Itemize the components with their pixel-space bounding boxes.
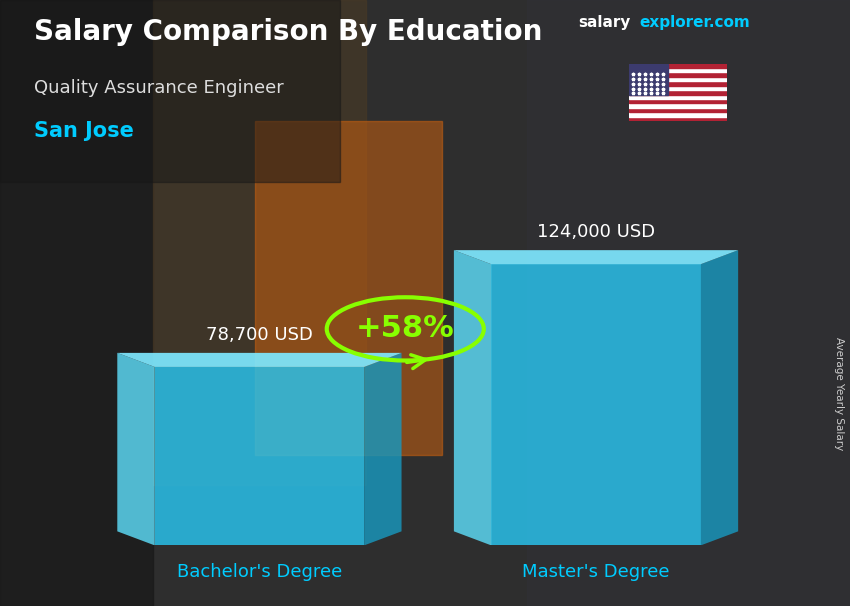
Text: 78,700 USD: 78,700 USD: [206, 326, 313, 344]
Polygon shape: [155, 367, 364, 545]
Text: Quality Assurance Engineer: Quality Assurance Engineer: [34, 79, 284, 97]
Text: Master's Degree: Master's Degree: [522, 563, 670, 581]
Bar: [527, 0, 850, 606]
Text: Average Yearly Salary: Average Yearly Salary: [834, 338, 844, 450]
Polygon shape: [700, 250, 738, 545]
Text: 124,000 USD: 124,000 USD: [537, 224, 655, 241]
Bar: [629, 117, 727, 121]
Polygon shape: [117, 353, 155, 545]
Text: San Jose: San Jose: [34, 121, 133, 141]
Bar: [0, 0, 340, 182]
Bar: [629, 81, 727, 86]
Bar: [629, 64, 727, 68]
Bar: [629, 77, 727, 81]
Bar: [153, 0, 366, 485]
Bar: [629, 68, 727, 73]
Text: Bachelor's Degree: Bachelor's Degree: [177, 563, 342, 581]
Polygon shape: [454, 250, 491, 545]
Bar: [629, 104, 727, 108]
Bar: [629, 73, 727, 77]
Polygon shape: [117, 353, 401, 367]
Text: +58%: +58%: [356, 315, 455, 344]
Bar: [629, 108, 727, 112]
Text: Salary Comparison By Education: Salary Comparison By Education: [34, 18, 542, 46]
Bar: [629, 90, 727, 95]
Bar: [255, 121, 442, 454]
Bar: [629, 86, 727, 90]
Polygon shape: [491, 264, 700, 545]
Bar: [629, 112, 727, 117]
Text: explorer.com: explorer.com: [639, 15, 750, 30]
Bar: [629, 99, 727, 104]
Polygon shape: [364, 353, 401, 545]
Bar: [629, 95, 727, 99]
Polygon shape: [454, 250, 738, 264]
Text: salary: salary: [578, 15, 631, 30]
Bar: [0, 0, 153, 606]
Bar: [629, 64, 668, 95]
